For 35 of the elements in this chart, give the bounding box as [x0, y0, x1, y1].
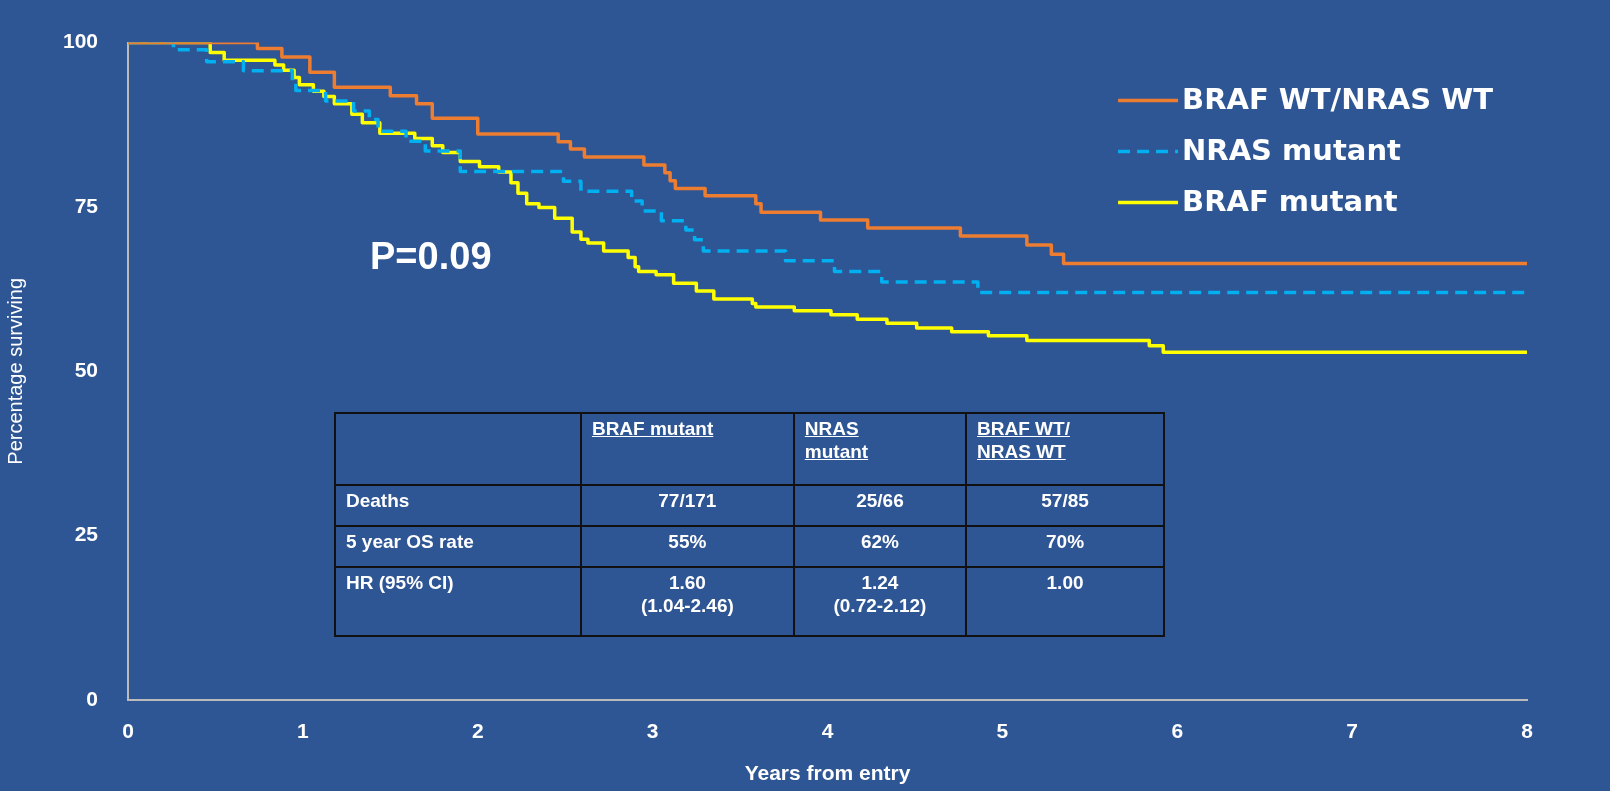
- annotation: Deaths: [335, 485, 581, 526]
- annotation: 1.60 (1.04-2.46): [580, 566, 794, 636]
- annotation: 70%: [966, 525, 1164, 567]
- x-tick-label: 3: [646, 719, 659, 743]
- annotation: BRAF mutant: [580, 413, 794, 485]
- x-tick-label: 2: [471, 719, 484, 743]
- x-tick-label: 7: [1346, 719, 1358, 743]
- x-tick-label: 1: [297, 719, 310, 743]
- x-axis-title: Years from entry: [744, 761, 911, 785]
- y-tick-label: 75: [74, 193, 99, 217]
- y-tick-label: 0: [86, 686, 98, 710]
- y-tick-label: 50: [74, 358, 98, 382]
- x-tick-label: 8: [1521, 719, 1534, 743]
- annotation: BRAF WT/ NRAS WT: [966, 413, 1164, 485]
- legend-label: BRAF mutant: [1182, 184, 1398, 219]
- annotation: 5 year OS rate: [335, 525, 581, 567]
- y-tick-label: 25: [74, 522, 99, 546]
- legend-label: NRAS mutant: [1182, 133, 1402, 168]
- y-tick-label: 100: [62, 29, 98, 53]
- x-tick-label: 6: [1171, 719, 1184, 743]
- annotation: 1.00: [966, 566, 1164, 636]
- x-tick-label: 4: [821, 719, 834, 743]
- annotation: HR (95% CI): [335, 566, 581, 636]
- annotation: P=0.09: [370, 235, 492, 278]
- annotation: 62%: [793, 525, 967, 567]
- annotation: 77/171: [580, 485, 794, 526]
- x-tick-label: 0: [122, 719, 134, 743]
- annotation: 25/66: [793, 485, 967, 526]
- annotation: 57/85: [966, 485, 1164, 526]
- x-tick-label: 5: [996, 719, 1009, 743]
- annotation: NRAS mutant: [793, 413, 967, 485]
- y-axis-title: Percentage surviving: [3, 277, 26, 465]
- annotation: 55%: [580, 525, 794, 567]
- legend-label: BRAF WT/NRAS WT: [1182, 82, 1494, 117]
- annotation: 1.24 (0.72-2.12): [793, 566, 967, 636]
